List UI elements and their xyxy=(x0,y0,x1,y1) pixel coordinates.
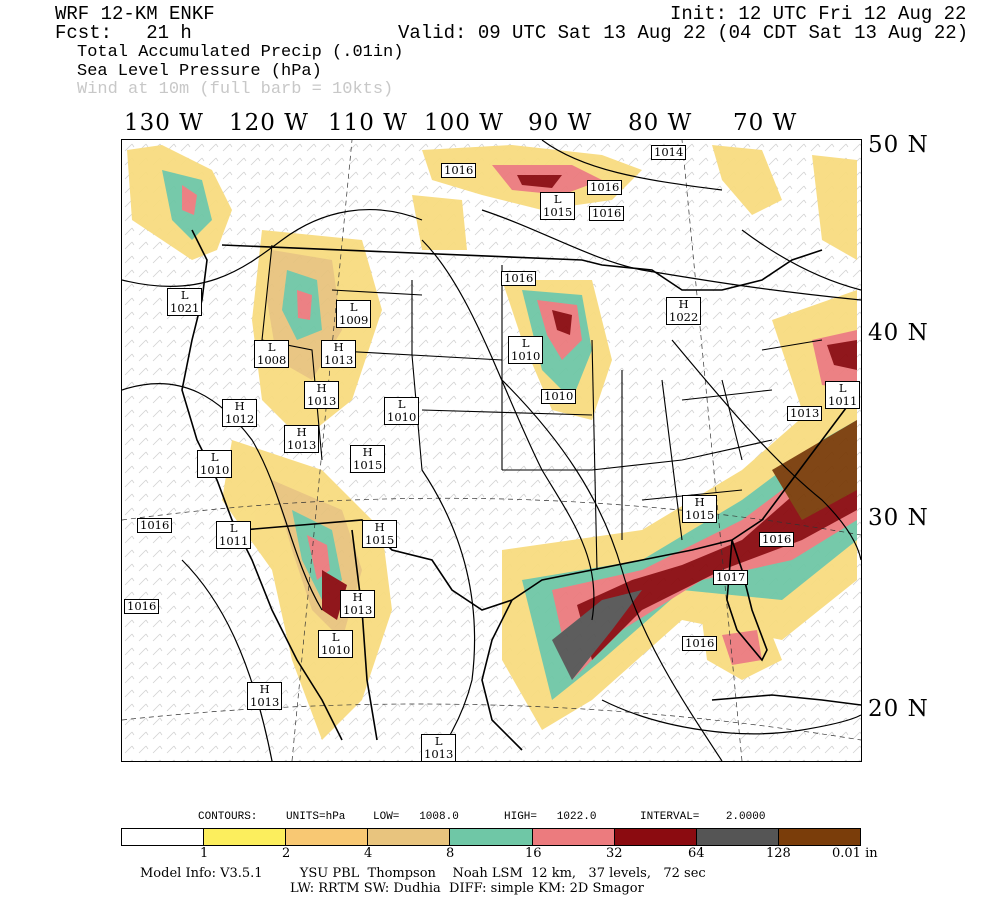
colorbar-tick: 128 xyxy=(766,846,791,861)
pressure-center: 1016 xyxy=(124,599,160,614)
lon-label-90w: 90 W xyxy=(528,110,593,136)
colorbar-segment xyxy=(696,829,779,845)
weather-map xyxy=(121,139,862,762)
lat-label-40n: 40 N xyxy=(868,320,929,346)
pressure-center: L 1011 xyxy=(216,521,252,549)
map-canvas xyxy=(122,140,861,761)
colorbar-segment xyxy=(532,829,615,845)
colorbar-tick: 2 xyxy=(282,846,291,861)
lon-label-130w: 130 W xyxy=(124,110,204,136)
pressure-center: L 1010 xyxy=(508,336,544,364)
colorbar-segment xyxy=(778,829,860,845)
pressure-center: 1016 xyxy=(441,163,477,178)
pressure-center: L 1011 xyxy=(825,381,861,409)
lat-label-30n: 30 N xyxy=(868,505,929,531)
pressure-center: L 1010 xyxy=(384,397,420,425)
pressure-center: H 1022 xyxy=(666,297,702,325)
lat-label-50n: 50 N xyxy=(868,132,929,158)
init-time: Init: 12 UTC Fri 12 Aug 22 xyxy=(670,3,967,25)
colorbar-tick: 0.01 in xyxy=(832,846,878,861)
model-title: WRF 12-KM ENKF xyxy=(55,3,215,25)
pressure-center: L 1008 xyxy=(254,340,290,368)
pressure-center: H 1015 xyxy=(682,495,718,523)
lon-label-70w: 70 W xyxy=(733,110,798,136)
contours-units: UNITS=hPa xyxy=(286,811,346,823)
lon-label-120w: 120 W xyxy=(229,110,309,136)
pressure-center: H 1013 xyxy=(284,425,320,453)
colorbar-segment xyxy=(286,829,369,845)
pressure-center: H 1015 xyxy=(350,445,386,473)
pressure-center: 1016 xyxy=(137,518,173,533)
pressure-center: L 1015 xyxy=(540,192,576,220)
pressure-center: H 1015 xyxy=(362,520,398,548)
pressure-center: L 1013 xyxy=(421,734,457,762)
pressure-center: 1010 xyxy=(541,389,577,404)
precip-colorbar xyxy=(121,828,861,846)
pressure-center: L 1021 xyxy=(167,288,203,316)
lon-label-80w: 80 W xyxy=(628,110,693,136)
pressure-center: H 1013 xyxy=(247,682,283,710)
physics-info: LW: RRTM SW: Dudhia DIFF: simple KM: 2D … xyxy=(290,881,644,896)
colorbar-segment xyxy=(614,829,697,845)
pressure-center: 1014 xyxy=(651,145,687,160)
colorbar-segment xyxy=(204,829,287,845)
pressure-center: H 1013 xyxy=(304,381,340,409)
pressure-center: 1017 xyxy=(713,570,749,585)
contours-interval: INTERVAL= 2.0000 xyxy=(640,811,766,823)
colorbar-segment xyxy=(122,829,205,845)
contours-label: CONTOURS: xyxy=(198,811,258,823)
pressure-center: H 1013 xyxy=(340,590,376,618)
pressure-center: L 1010 xyxy=(318,630,354,658)
field-wind-label: Wind at 10m (full barb = 10kts) xyxy=(77,80,394,99)
colorbar-tick: 32 xyxy=(606,846,623,861)
pressure-center: H 1012 xyxy=(222,399,258,427)
lon-label-100w: 100 W xyxy=(424,110,504,136)
colorbar-tick: 16 xyxy=(525,846,542,861)
pressure-center: 1013 xyxy=(787,406,823,421)
pressure-center: 1016 xyxy=(501,271,537,286)
model-info: Model Info: V3.5.1 YSU PBL Thompson Noah… xyxy=(140,866,706,881)
pressure-center: 1016 xyxy=(682,636,718,651)
pressure-center: L 1010 xyxy=(197,450,233,478)
lat-label-20n: 20 N xyxy=(868,696,929,722)
forecast-hour: Fcst: 21 h xyxy=(55,22,192,44)
colorbar-segment xyxy=(450,829,533,845)
pressure-center: L 1009 xyxy=(336,300,372,328)
colorbar-segment xyxy=(368,829,451,845)
pressure-center: 1016 xyxy=(587,180,623,195)
pressure-center: 1016 xyxy=(589,206,625,221)
pressure-center: 1016 xyxy=(759,532,795,547)
pressure-center: H 1013 xyxy=(321,340,357,368)
valid-time: Valid: 09 UTC Sat 13 Aug 22 (04 CDT Sat … xyxy=(398,22,969,44)
colorbar-tick: 8 xyxy=(446,846,455,861)
field-slp-label: Sea Level Pressure (hPa) xyxy=(77,62,322,81)
colorbar-tick: 4 xyxy=(364,846,373,861)
lon-label-110w: 110 W xyxy=(328,110,408,136)
field-precip-label: Total Accumulated Precip (.01in) xyxy=(77,43,404,62)
contours-low: LOW= 1008.0 xyxy=(373,811,459,823)
colorbar-tick: 64 xyxy=(688,846,705,861)
colorbar-tick: 1 xyxy=(200,846,209,861)
contours-high: HIGH= 1022.0 xyxy=(504,811,597,823)
